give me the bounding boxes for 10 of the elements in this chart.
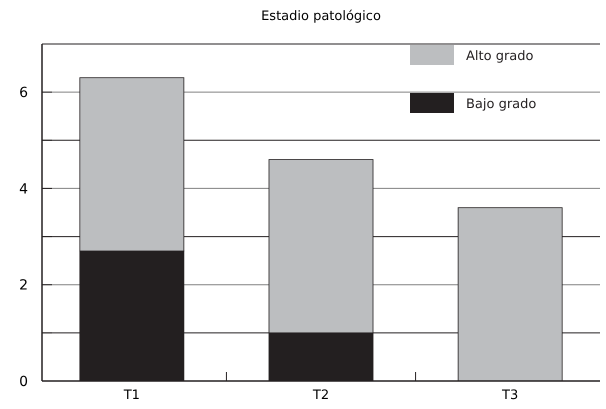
y-tick-label: 6 [19,85,28,102]
legend-label: Alto grado [466,49,534,64]
y-tick-label: 4 [19,181,28,198]
x-tick-label: T2 [312,388,330,403]
x-tick-label: T3 [501,388,518,403]
y-tick-label: 2 [19,278,28,294]
y-tick-label: 0 [19,374,28,390]
legend-label: Bajo grado [466,97,536,112]
chart-title: Estadio patológico [261,9,381,24]
x-tick-label: T1 [122,388,140,403]
